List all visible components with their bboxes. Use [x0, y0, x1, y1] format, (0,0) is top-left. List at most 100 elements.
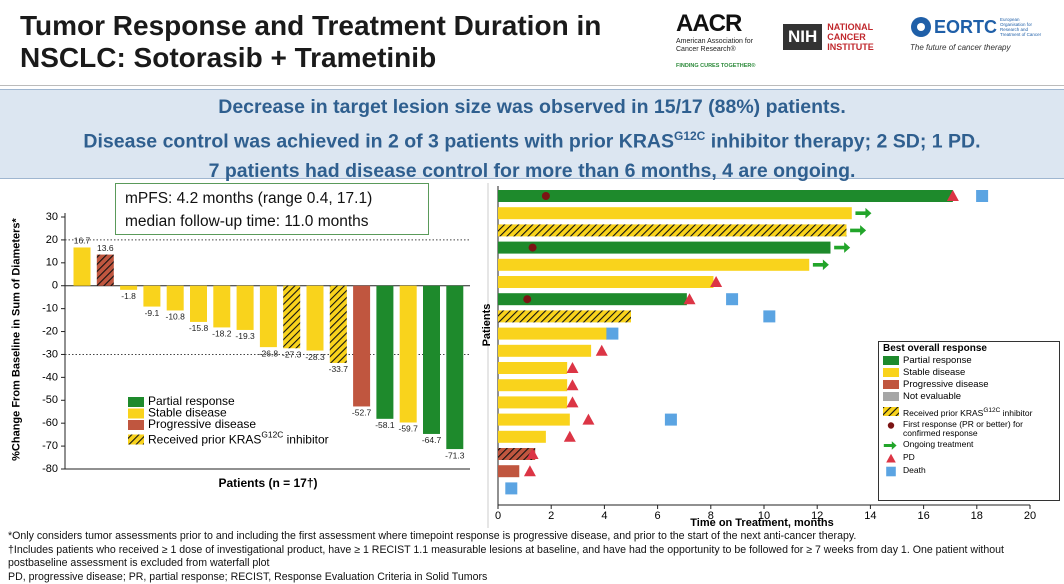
- death-marker: [665, 414, 677, 426]
- y-tick-label: 30: [46, 211, 58, 223]
- legend-icon: [883, 440, 899, 451]
- value-label: -64.7: [422, 435, 442, 445]
- legend-swatch: [883, 356, 899, 365]
- pd-marker: [596, 345, 608, 356]
- value-label: -33.7: [329, 364, 349, 374]
- bar: [260, 286, 277, 347]
- footnote: †Includes patients who received ≥ 1 dose…: [8, 544, 1058, 571]
- pd-marker: [566, 362, 578, 373]
- value-label: -59.7: [399, 424, 419, 434]
- y-axis-label: %Change From Baseline in Sum of Diameter…: [11, 215, 24, 465]
- pd-marker: [886, 454, 896, 463]
- x-tick-label: 0: [495, 510, 501, 522]
- y-tick-label: -30: [42, 348, 58, 360]
- legend-swatch: [883, 407, 899, 418]
- death-marker: [976, 190, 988, 202]
- legend-item: PD: [883, 453, 1055, 464]
- legend-label: PD: [903, 453, 915, 462]
- legend-item: Death: [883, 466, 1055, 477]
- legend-label: Progressive disease: [148, 417, 256, 431]
- bar: [498, 362, 567, 374]
- legend-label: Partial response: [903, 356, 972, 367]
- bar: [498, 414, 570, 426]
- bar: [498, 465, 519, 477]
- legend-title: Best overall response: [883, 344, 1055, 355]
- pd-marker: [566, 379, 578, 390]
- ongoing-marker: [813, 260, 829, 271]
- bar: [498, 190, 953, 202]
- bar: [74, 247, 91, 285]
- bar: [400, 286, 417, 423]
- bar: [283, 286, 300, 349]
- footnotes: *Only considers tumor assessments prior …: [8, 530, 1058, 584]
- death-marker: [606, 328, 618, 340]
- value-label: 13.6: [97, 243, 114, 253]
- text-run: Received prior KRAS: [903, 408, 983, 418]
- value-label: -9.1: [145, 308, 160, 318]
- legend-item: Stable disease: [883, 368, 1055, 379]
- legend-icon: [883, 466, 899, 477]
- response-marker: [529, 244, 537, 252]
- value-label: -27.3: [282, 350, 302, 360]
- death-marker: [505, 482, 517, 494]
- bar: [143, 286, 160, 307]
- response-marker: [523, 295, 531, 303]
- value-label: -26.8: [259, 348, 279, 358]
- value-label: -52.7: [352, 408, 372, 418]
- bar: [498, 224, 846, 236]
- value-label: -19.3: [235, 331, 255, 341]
- legend-label: Progressive disease: [903, 380, 989, 391]
- y-tick-label: -40: [42, 371, 58, 383]
- legend-item: Ongoing treatment: [883, 440, 1055, 451]
- bar: [120, 286, 137, 290]
- legend-item: First response (PR or better) for confir…: [883, 420, 1055, 438]
- y-tick-label: -80: [42, 463, 58, 475]
- x-tick-label: 20: [1024, 510, 1036, 522]
- x-tick-label: 14: [864, 510, 876, 522]
- y-tick-label: -70: [42, 440, 58, 452]
- ongoing-marker: [834, 242, 850, 253]
- y-tick-label: 20: [46, 234, 58, 246]
- ongoing-marker: [850, 225, 866, 236]
- annotation-box: mPFS: 4.2 months (range 0.4, 17.1)median…: [115, 183, 429, 235]
- y-axis-label: Patients: [481, 304, 493, 347]
- legend-label: Received prior KRASG12C inhibitor: [903, 407, 1032, 417]
- bar: [97, 255, 114, 286]
- value-label: -71.3: [445, 450, 465, 460]
- legend-swatch: [883, 392, 899, 401]
- legend-swatch: [883, 368, 899, 377]
- legend-label: Received prior KRASG12C inhibitor: [148, 430, 329, 447]
- hatch-swatch: [883, 407, 899, 416]
- annotation: mPFS: 4.2 months (range 0.4, 17.1): [125, 187, 428, 210]
- y-tick-label: -20: [42, 325, 58, 337]
- y-tick-label: -60: [42, 417, 58, 429]
- death-marker: [763, 310, 775, 322]
- text-run: inhibitor: [283, 433, 328, 447]
- x-tick-label: 6: [655, 510, 661, 522]
- legend-item: Received prior KRASG12C inhibitor: [883, 407, 1055, 418]
- legend-swatch: [883, 380, 899, 389]
- ongoing-marker: [855, 208, 871, 219]
- bar: [498, 345, 591, 357]
- bar: [307, 286, 324, 351]
- bar: [498, 259, 809, 271]
- bar: [498, 431, 546, 443]
- response-marker: [542, 192, 550, 200]
- bar: [423, 286, 440, 434]
- value-label: -28.3: [305, 352, 325, 362]
- value-label: -18.2: [212, 329, 232, 339]
- bar: [498, 242, 831, 254]
- legend-label: Ongoing treatment: [903, 440, 973, 449]
- value-label: -1.8: [121, 291, 136, 301]
- footnote: *Only considers tumor assessments prior …: [8, 530, 1058, 544]
- bar: [498, 276, 713, 288]
- legend-swatch: [128, 435, 144, 445]
- bar: [330, 286, 347, 363]
- legend-swatch: [128, 397, 144, 407]
- pd-marker: [566, 396, 578, 407]
- x-tick-label: 16: [917, 510, 929, 522]
- pd-marker: [564, 431, 576, 442]
- y-tick-label: 0: [52, 280, 58, 292]
